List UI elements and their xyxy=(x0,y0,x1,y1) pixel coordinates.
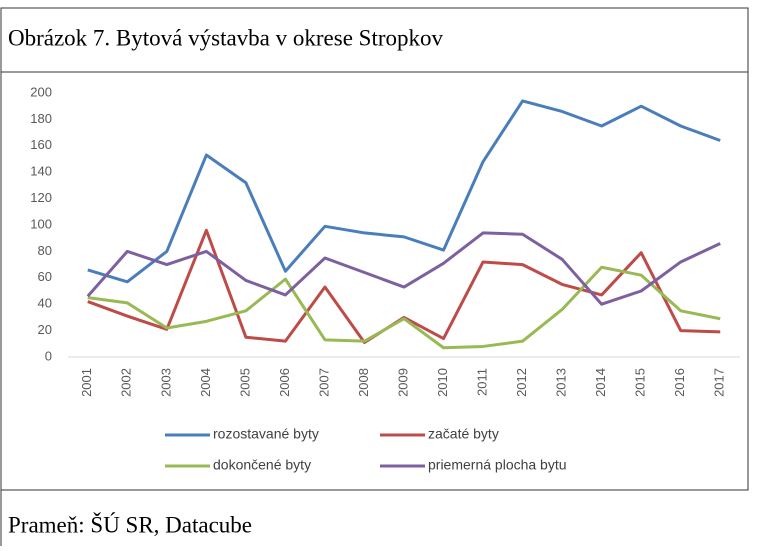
x-tick-label: 2006 xyxy=(277,368,292,397)
y-tick-label: 120 xyxy=(30,190,52,205)
frame xyxy=(0,7,749,491)
y-tick-label: 80 xyxy=(38,243,52,258)
x-tick-label: 2008 xyxy=(356,368,371,397)
y-tick-label: 200 xyxy=(30,84,52,99)
y-tick-label: 100 xyxy=(30,216,52,231)
x-tick-label: 2017 xyxy=(712,368,727,397)
source: Prameň: ŠÚ SR, Datacube xyxy=(8,511,252,537)
legend-label: začaté byty xyxy=(428,426,499,442)
chart-title: Obrázok 7. Bytová výstavba v okrese Stro… xyxy=(8,25,444,50)
x-tick-label: 2003 xyxy=(158,368,173,397)
x-tick-label: 2015 xyxy=(633,368,648,397)
y-tick-label: 0 xyxy=(45,348,52,363)
x-tick-label: 2016 xyxy=(672,368,687,397)
x-tick-label: 2010 xyxy=(435,368,450,397)
series-line xyxy=(86,231,721,306)
legend-label: priemerná plocha bytu xyxy=(428,457,567,473)
x-tick-label: 2013 xyxy=(554,368,569,397)
x-tick-label: 2011 xyxy=(474,368,489,396)
legend-label: rozostavané byty xyxy=(213,426,319,442)
series-line xyxy=(87,265,721,350)
y-tick-label: 160 xyxy=(30,137,52,152)
y-tick-label: 60 xyxy=(38,269,52,284)
x-tick-label: 2009 xyxy=(395,368,410,397)
x-tick-label: 2002 xyxy=(119,368,134,397)
x-tick-label: 2007 xyxy=(316,368,331,397)
y-tick-label: 140 xyxy=(30,164,52,179)
series-line xyxy=(87,99,721,284)
x-tick-label: 2014 xyxy=(593,368,608,397)
legend-label: dokončené byty xyxy=(213,457,311,473)
x-tick-label: 2012 xyxy=(514,368,529,397)
x-tick-label: 2005 xyxy=(237,368,252,397)
y-tick-label: 20 xyxy=(38,322,52,337)
y-tick-label: 180 xyxy=(30,111,52,126)
x-tick-label: 2004 xyxy=(198,368,213,397)
x-tick-label: 2001 xyxy=(79,368,94,397)
y-tick-label: 40 xyxy=(38,296,52,311)
